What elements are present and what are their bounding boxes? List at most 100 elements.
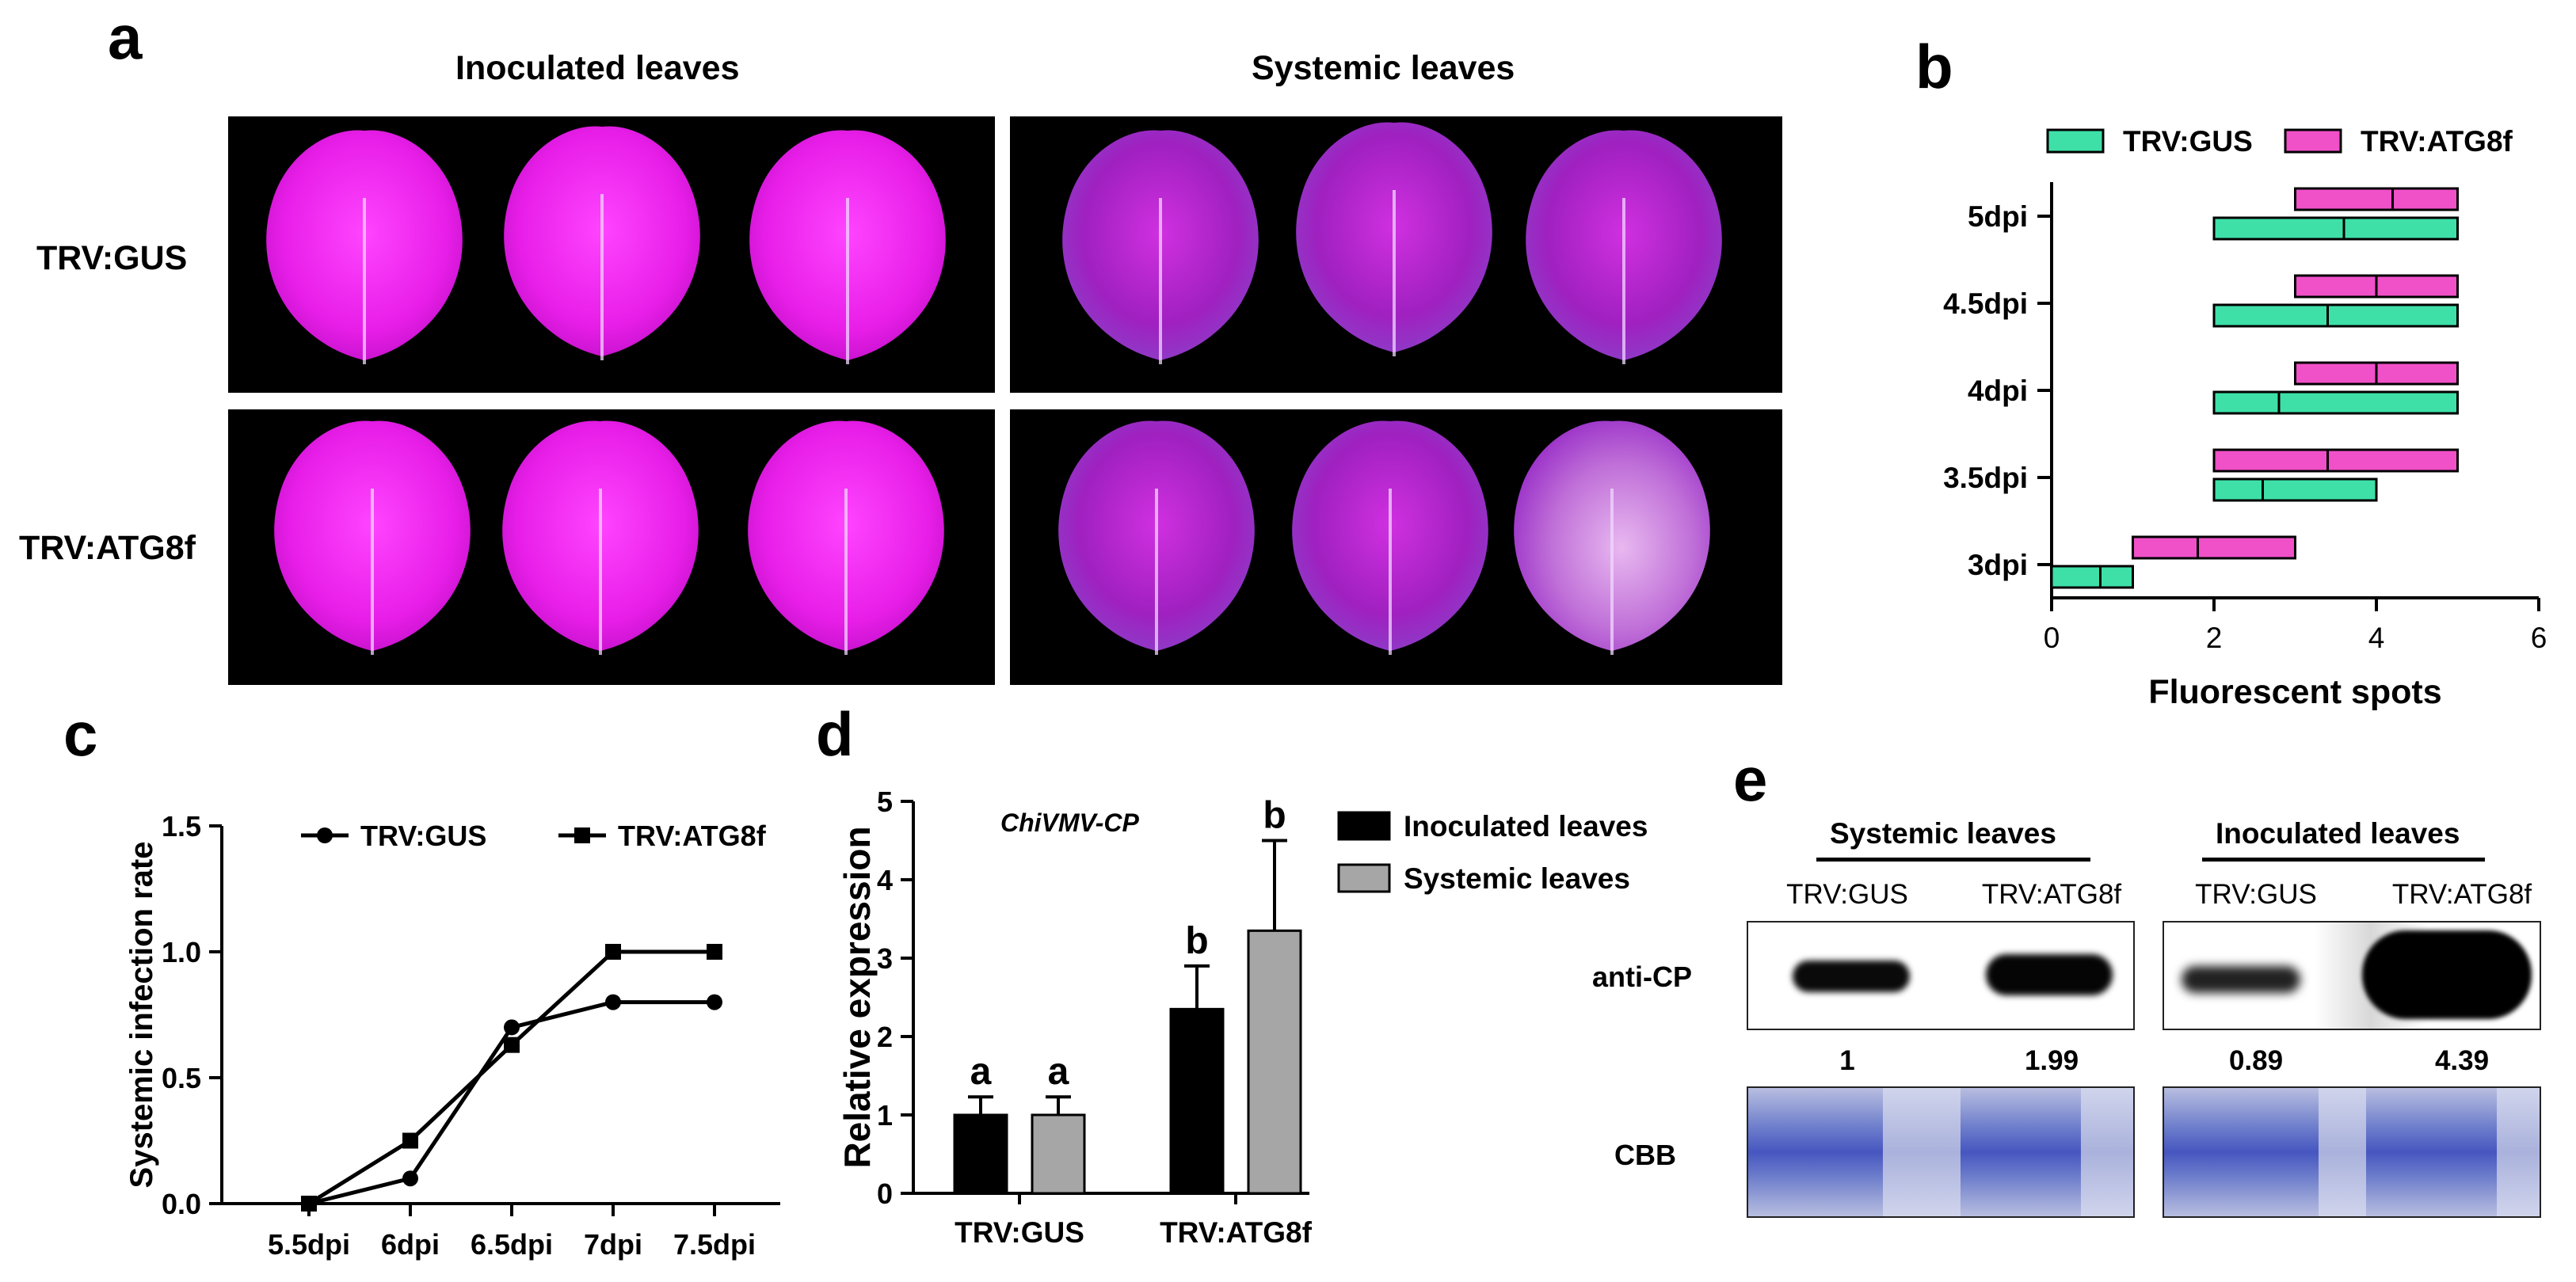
range-bar (2212, 477, 2378, 502)
blot-group-title-systemic: Systemic leaves (1830, 817, 2056, 850)
y-tick-label: 3dpi (1968, 549, 2028, 581)
significance-letter: a (970, 1051, 992, 1093)
x-tick-label: 7dpi (584, 1228, 642, 1261)
y-axis-label: Systemic infection rate (124, 842, 159, 1189)
cbb-stain-inoculated (2163, 1086, 2541, 1218)
bar (1247, 929, 1302, 1195)
blot-group-underline-systemic (1816, 858, 2090, 862)
range-bar (2212, 390, 2459, 415)
y-tick-label: 1 (877, 1099, 893, 1132)
significance-letter: a (1048, 1051, 1069, 1093)
legend-label: TRV:ATG8f (2361, 125, 2513, 158)
lane-label: TRV:ATG8f (2391, 879, 2532, 910)
chart-c: 0.0 0.5 1.0 1.5 5.5dpi 6dpi 6.5dpi 7dpi 7.5dpi TR… (124, 810, 780, 1261)
range-bar (2212, 216, 2459, 241)
y-tick-label: 5 (877, 786, 893, 818)
legend-label: Inoculated leaves (1404, 810, 1648, 843)
range-bar (2212, 303, 2459, 328)
legend-swatch (1337, 811, 1391, 841)
gene-title: ChiVMV-CP (1000, 808, 1139, 837)
data-point (707, 994, 722, 1010)
legend-label: TRV:ATG8f (618, 820, 767, 852)
y-tick-label: 0 (877, 1177, 893, 1210)
data-point (301, 1196, 317, 1212)
y-tick-label: 0.5 (162, 1062, 201, 1094)
panel-label-c: c (63, 699, 98, 769)
data-point (707, 944, 722, 960)
quant-value: 1 (1839, 1045, 1855, 1076)
x-tick-label: 7.5dpi (673, 1228, 756, 1261)
legend-marker (574, 827, 590, 843)
data-point (605, 944, 621, 960)
leaf-images (266, 122, 1722, 655)
western-blot-systemic (1747, 921, 2135, 1030)
y-tick-label: 1.5 (162, 810, 201, 843)
lane-label: TRV:GUS (2195, 879, 2317, 910)
quant-value: 0.89 (2228, 1045, 2284, 1076)
chart-d: 0 1 2 3 4 5 ChiVMV-CP TRV:GUS a a TRV:ATG8f b b Relat… (840, 786, 1648, 1249)
legend-swatch (2046, 128, 2105, 154)
y-tick-label: 4 (877, 864, 893, 896)
blot-group-title-inoculated: Inoculated leaves (2216, 817, 2460, 850)
blot-band (2362, 930, 2532, 1019)
chart-b: TRV:GUS TRV:ATG8f 0 2 4 6 3dpi 3.5dpi 4dpi 4.5dpi… (1943, 125, 2547, 711)
x-tick-label: 6 (2531, 622, 2547, 654)
x-tick-label: 0 (2044, 622, 2060, 654)
panel-label-e: e (1733, 744, 1768, 814)
bar (1169, 1007, 1225, 1195)
significance-letter: b (1185, 920, 1208, 962)
y-axis-label: Relative expression (840, 826, 878, 1168)
panel-label-a: a (108, 2, 143, 72)
row-label-anti-cp: anti-CP (1592, 961, 1692, 993)
legend-swatch (2284, 128, 2342, 154)
cbb-stain-systemic (1747, 1086, 2135, 1218)
legend-marker (317, 827, 333, 843)
y-tick-label: 0.0 (162, 1188, 201, 1220)
legend-label: TRV:GUS (360, 820, 486, 852)
row-label-trv-atg8f: TRV:ATG8f (19, 529, 196, 567)
data-point (504, 1019, 520, 1036)
range-bar (2212, 448, 2459, 473)
row-label-trv-gus: TRV:GUS (36, 239, 188, 277)
lane-label: TRV:ATG8f (1981, 879, 2122, 910)
col-header-systemic: Systemic leaves (1252, 49, 1515, 87)
legend-label: Systemic leaves (1404, 862, 1630, 895)
y-tick-label: 5dpi (1968, 200, 2028, 233)
lane-label: TRV:GUS (1786, 879, 1908, 910)
bar (1031, 1113, 1086, 1195)
legend-label: TRV:GUS (2123, 125, 2253, 158)
x-tick-label: TRV:GUS (955, 1216, 1084, 1249)
data-point (402, 1132, 418, 1149)
x-tick-label: 6dpi (381, 1228, 440, 1261)
x-tick-label: 6.5dpi (471, 1228, 553, 1261)
blot-band (2182, 966, 2300, 993)
range-bar (2132, 535, 2296, 560)
blot-band (1793, 961, 1910, 992)
quant-value: 1.99 (2024, 1045, 2079, 1076)
blot-group-underline-inoculated (2202, 858, 2485, 862)
range-bar (2294, 187, 2459, 211)
panel-label-d: d (816, 699, 854, 769)
y-tick-label: 4.5dpi (1943, 287, 2028, 320)
western-blot-inoculated (2163, 921, 2541, 1030)
blot-band (1986, 954, 2113, 995)
x-tick-label: 2 (2206, 622, 2223, 654)
x-tick-label: 5.5dpi (268, 1228, 350, 1261)
data-point (504, 1037, 520, 1053)
quant-value: 4.39 (2434, 1045, 2490, 1076)
y-tick-label: 4dpi (1968, 375, 2028, 407)
x-axis-label: Fluorescent spots (2148, 673, 2441, 711)
y-tick-label: 3 (877, 942, 893, 975)
y-tick-label: 2 (877, 1021, 893, 1053)
col-header-inoculated: Inoculated leaves (455, 49, 740, 87)
y-tick-label: 3.5dpi (1943, 462, 2028, 494)
y-tick-label: 1.0 (162, 936, 201, 968)
row-label-cbb: CBB (1614, 1139, 1676, 1171)
data-point (605, 994, 621, 1010)
x-tick-label: TRV:ATG8f (1160, 1216, 1313, 1249)
legend-swatch (1337, 863, 1391, 893)
significance-letter: b (1263, 795, 1286, 837)
bar (953, 1113, 1008, 1195)
data-point (402, 1170, 418, 1187)
x-tick-label: 4 (2368, 622, 2385, 654)
